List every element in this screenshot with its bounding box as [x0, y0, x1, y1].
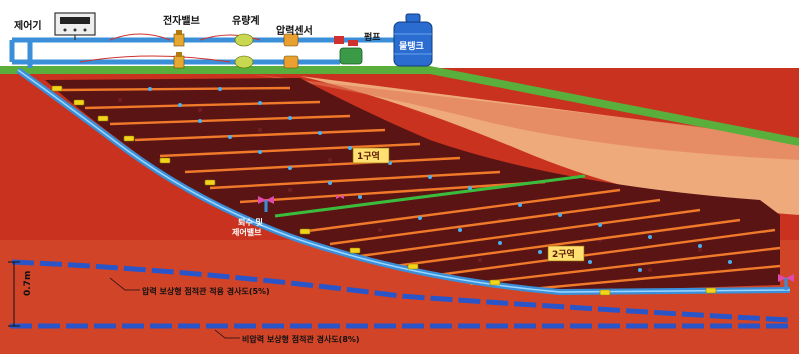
flow-meter-label: 유량계 [232, 14, 260, 27]
solenoid-valve-label: 전자밸브 [163, 14, 200, 27]
field-texture [118, 98, 702, 272]
control-wires [109, 33, 261, 41]
leader-lower [214, 329, 240, 339]
pump-label: 펌프 [364, 31, 381, 43]
upper-pipe-label: 압력 보상형 점적관 적용 경사도(5%) [142, 286, 270, 296]
controller-box [54, 12, 96, 40]
grass-strip [0, 66, 799, 146]
zone1-label-bg [352, 147, 390, 164]
pressure-sensors [283, 33, 299, 69]
drain-valve-label-line1: 퇴수 및 [238, 217, 263, 227]
upper-slope-area [300, 76, 799, 215]
depth-dimension [8, 261, 20, 327]
buried-pipe-upper [11, 259, 791, 323]
control-wires-lower [79, 55, 231, 63]
drip-lines-zone2 [299, 188, 781, 292]
drain-valve-label-line2: 제어밸브 [232, 227, 262, 237]
lower-pipe-label: 비압력 보상형 점적관 경사도(8%) [242, 334, 360, 344]
water-tank [393, 13, 433, 67]
controller-label: 제어기 [14, 19, 42, 32]
pump [334, 36, 363, 65]
flow-meters [234, 33, 254, 69]
water-tank-label: 물탱크 [399, 40, 424, 52]
main-pipe-highlight [17, 69, 791, 293]
upper-slope-shade [250, 74, 799, 160]
zone2-label: 2구역 [552, 248, 575, 260]
depth-label: 0.7m [23, 271, 33, 296]
pressure-sensor-label: 압력센서 [276, 24, 313, 37]
zone1-label: 1구역 [357, 150, 380, 162]
emitter-dots [148, 87, 732, 272]
pipe-fittings [51, 85, 717, 296]
drain-control-valve [258, 195, 344, 212]
solenoid-valves [173, 30, 185, 69]
zone2-label-bg [547, 245, 585, 262]
zone-divider-line [274, 174, 586, 218]
end-drain-valve [778, 274, 794, 290]
leader-upper [109, 277, 140, 291]
drip-lines-zone1 [59, 86, 546, 204]
